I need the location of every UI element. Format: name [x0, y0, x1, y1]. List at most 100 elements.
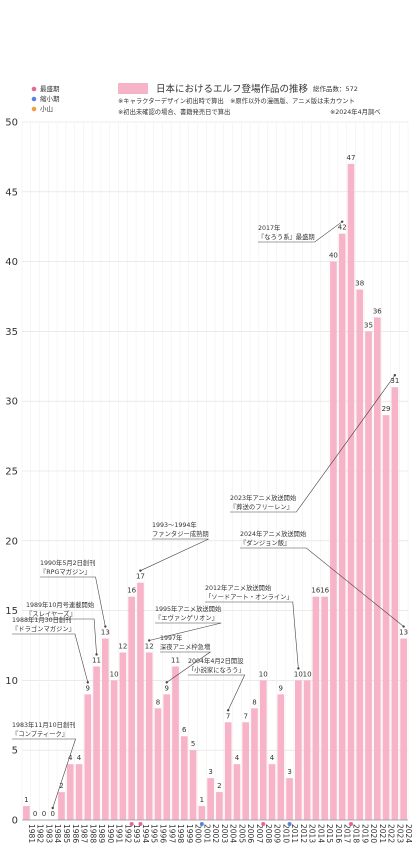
annotation: 2012年アニメ放送開始	[205, 583, 272, 592]
x-tick-label: 2005	[237, 824, 246, 843]
value-label: 4	[77, 754, 82, 762]
bar	[163, 694, 171, 820]
leader-end	[393, 374, 397, 377]
bar	[172, 666, 179, 820]
leader-line	[188, 674, 246, 711]
x-tick-label: 2021	[378, 824, 387, 843]
bar	[356, 289, 364, 820]
bar	[145, 652, 153, 820]
value-label: 29	[382, 405, 391, 413]
value-label: 9	[86, 684, 90, 692]
bar	[66, 764, 74, 820]
annotation: 2017年	[258, 223, 280, 232]
x-tick-label: 2007	[255, 824, 264, 843]
value-label: 12	[145, 642, 154, 650]
x-tick-label: 1998	[176, 824, 185, 843]
period-marker	[138, 822, 143, 826]
x-tick-label: 2002	[211, 824, 220, 843]
period-marker	[287, 822, 292, 826]
bar	[295, 680, 302, 820]
period-marker	[129, 822, 134, 826]
x-tick-label: 2003	[220, 824, 229, 843]
period-marker	[348, 822, 353, 826]
x-tick-label: 2010	[281, 824, 290, 843]
x-tick-label: 1988	[88, 824, 97, 843]
x-tick-label: 1989	[97, 824, 106, 843]
value-label: 3	[287, 768, 291, 776]
legend-dot	[31, 106, 37, 112]
x-tick-label: 2000	[194, 824, 203, 843]
annotation: 『コンプティーク』	[12, 730, 68, 738]
value-label: 13	[399, 629, 408, 637]
bar	[207, 778, 214, 820]
value-label: 17	[136, 573, 145, 581]
note: ※2024年4月調べ	[330, 107, 381, 116]
value-label: 16	[320, 587, 329, 595]
bar	[338, 233, 346, 820]
x-tick-label: 1983	[44, 824, 53, 843]
x-tick-label: 1991	[115, 824, 124, 843]
bar	[321, 596, 328, 820]
leader-line	[26, 618, 97, 655]
note: ※初出未確認の場合、書籍発売日で算出	[118, 107, 230, 116]
bar	[373, 317, 381, 820]
value-label: 4	[235, 754, 240, 762]
bar	[242, 722, 250, 820]
leader-line	[240, 547, 404, 627]
leader-end	[51, 806, 54, 810]
bar	[382, 415, 390, 820]
leader-line	[149, 622, 222, 641]
annotation: 1995年アニメ放送開始	[155, 604, 222, 613]
chart-title: 日本におけるエルフ登場作品の推移	[156, 83, 309, 95]
bar	[312, 596, 320, 820]
value-label: 16	[127, 587, 136, 595]
y-tick-label: 15	[5, 606, 18, 617]
x-tick-label: 2022	[387, 824, 396, 843]
y-tick-label: 5	[12, 746, 18, 757]
bar	[303, 680, 311, 820]
bar	[224, 722, 232, 820]
legend-label: 縮小期	[40, 94, 60, 103]
x-tick-label: 2020	[369, 824, 378, 843]
leader-line	[258, 221, 343, 243]
x-tick-label: 2019	[360, 824, 369, 843]
leader-line	[12, 633, 89, 683]
x-tick-label: 1999	[185, 824, 194, 843]
value-label: 10	[294, 670, 303, 678]
x-tick-label: 2018	[351, 824, 360, 843]
legend-label: 小山	[40, 104, 53, 113]
annotation: 2004年4月2日開設	[188, 656, 244, 665]
value-label: 13	[101, 629, 110, 637]
value-label: 0	[50, 810, 54, 818]
value-label: 11	[92, 656, 101, 664]
leader-end	[86, 681, 89, 684]
x-tick-label: 1984	[53, 824, 62, 843]
bar	[391, 387, 399, 820]
value-label: 1	[24, 796, 28, 804]
bar	[286, 778, 293, 820]
x-tick-label: 2014	[316, 824, 325, 843]
x-tick-label: 2023	[395, 824, 404, 843]
bar	[93, 666, 100, 820]
bar	[128, 596, 135, 820]
value-label: 31	[390, 377, 399, 385]
bar	[137, 582, 144, 820]
annotation: ファンタジー成熟期	[152, 529, 209, 538]
x-tick-label: 2008	[264, 824, 273, 843]
x-tick-label: 2015	[325, 824, 334, 843]
leader-end	[341, 220, 344, 223]
bar	[75, 764, 83, 820]
title-box	[118, 83, 148, 94]
leader-line	[12, 738, 76, 809]
bar	[198, 806, 206, 820]
annotation: 「ソードアート・オンライン」	[205, 593, 293, 601]
annotation: 2024年アニメ放送開始	[240, 529, 307, 538]
note: ※キャラクターデザイン初出時で算出 ※原作以外の漫画版、アニメ版は未カウント	[118, 96, 355, 105]
value-label: 1	[200, 796, 204, 804]
value-label: 35	[364, 321, 373, 329]
leader-end	[297, 667, 300, 670]
value-label: 7	[243, 712, 247, 720]
leader-line	[40, 576, 106, 627]
value-label: 0	[33, 810, 37, 818]
